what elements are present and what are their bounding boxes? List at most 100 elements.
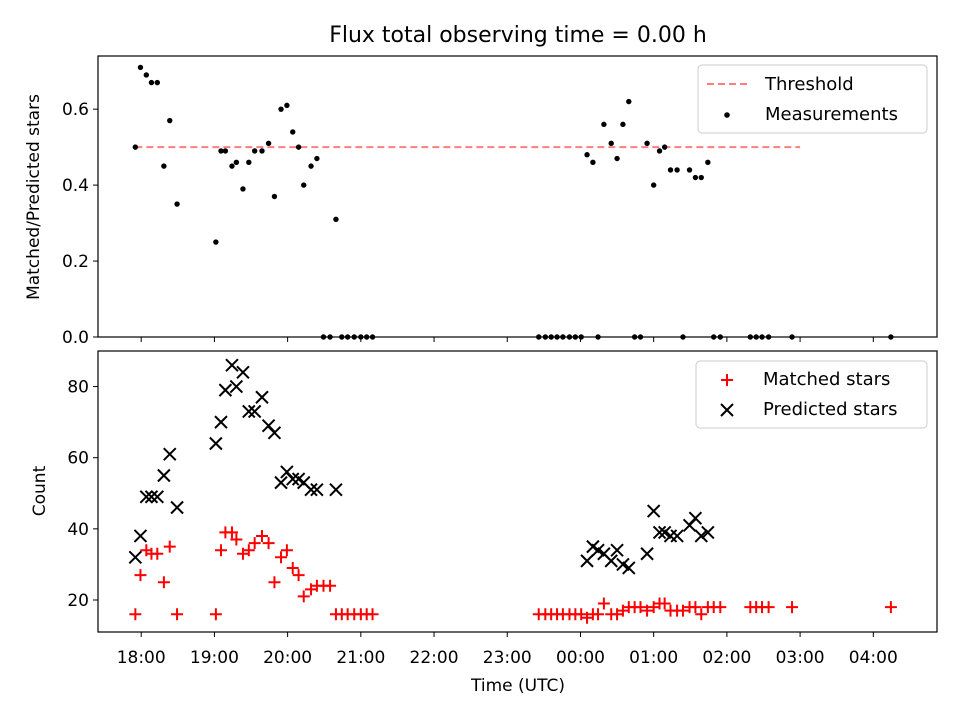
matched-stars-point xyxy=(366,608,379,621)
matched-stars-point xyxy=(597,597,610,610)
measurement-point xyxy=(174,201,180,207)
matched-stars-point xyxy=(324,579,337,592)
matched-stars-point xyxy=(786,601,799,614)
x-tick-label: 18:00 xyxy=(117,648,166,668)
measurement-point xyxy=(566,334,573,340)
measurement-point xyxy=(320,334,327,340)
measurement-point xyxy=(213,239,219,245)
predicted-stars-point xyxy=(663,529,678,543)
predicted-stars-point xyxy=(150,490,165,504)
predicted-stars-point xyxy=(139,490,154,504)
predicted-stars-point xyxy=(133,529,148,543)
count-y-tick-label: 60 xyxy=(67,449,89,469)
ratio-y-tick-label: 0.4 xyxy=(62,176,89,196)
predicted-stars-point xyxy=(128,550,143,565)
measurement-point xyxy=(572,334,579,340)
predicted-stars-point xyxy=(688,511,703,525)
count-y-tick-label: 80 xyxy=(67,378,89,398)
ratio-legend-box xyxy=(697,64,928,134)
matched-stars-point xyxy=(242,544,255,557)
measurement-point xyxy=(137,64,144,71)
measurement-point xyxy=(656,148,663,154)
predicted-stars-point xyxy=(209,436,223,451)
predicted-stars-point xyxy=(304,483,318,497)
matched-stars-point xyxy=(714,601,727,614)
matched-stars-point xyxy=(592,608,605,621)
matched-stars-point xyxy=(225,526,238,539)
measurement-point xyxy=(560,334,566,340)
measurement-point xyxy=(246,159,252,166)
measurement-point xyxy=(143,72,150,78)
measurement-point xyxy=(661,144,668,150)
predicted-stars-point xyxy=(646,504,661,518)
predicted-stars-point xyxy=(610,543,624,557)
measurement-point xyxy=(363,334,370,340)
matched-stars-point xyxy=(171,608,184,621)
predicted-stars-point xyxy=(701,525,715,540)
predicted-stars-point xyxy=(694,529,708,543)
predicted-stars-point xyxy=(274,475,288,490)
measurement-point xyxy=(765,334,772,340)
measurement-point xyxy=(595,334,601,340)
measurement-point xyxy=(888,334,894,340)
measurement-point xyxy=(680,334,686,340)
measurement-point xyxy=(698,174,704,181)
measurement-point xyxy=(631,334,638,340)
measurement-point xyxy=(578,334,584,340)
measurement-point xyxy=(542,334,549,340)
measurement-point xyxy=(536,334,542,340)
ratio-y-axis-label: Matched/Predicted stars xyxy=(24,94,44,300)
measurement-point xyxy=(327,334,333,340)
count-plot-marks xyxy=(128,358,897,624)
measurement-point xyxy=(265,140,272,147)
count-panel: 20 40 60 80 18:00 19:00 20:00 21:00 22:00 23:00 0… xyxy=(30,350,938,668)
measurement-point xyxy=(608,140,614,147)
count-y-tick-label: 40 xyxy=(67,520,89,540)
measurement-point xyxy=(717,334,723,340)
predicted-stars-point xyxy=(170,500,184,515)
x-tick-label: 20:00 xyxy=(263,648,312,668)
x-tick-label: 19:00 xyxy=(190,648,239,668)
matched-stars-point xyxy=(676,604,689,617)
measurement-point xyxy=(154,79,161,86)
predicted-stars-point xyxy=(218,383,233,397)
predicted-stars-point xyxy=(580,554,594,568)
measurement-point xyxy=(161,163,167,169)
measurement-point xyxy=(278,106,284,112)
matched-stars-point xyxy=(297,590,310,603)
measurement-point xyxy=(747,334,754,340)
measurement-point xyxy=(251,148,258,154)
measurement-point xyxy=(233,159,240,166)
matched-stars-point xyxy=(255,529,268,542)
predicted-stars-point xyxy=(652,525,667,540)
legend-matched-label: Matched stars xyxy=(763,369,890,390)
matched-legend-swatch xyxy=(721,374,733,386)
matched-stars-point xyxy=(262,537,275,550)
ratio-panel: 0.0 0.2 0.4 0.6 Matched/Predicted stars Thr… xyxy=(24,55,938,348)
matched-stars-point xyxy=(268,576,281,589)
measurement-point xyxy=(692,174,699,181)
matched-stars-point xyxy=(151,547,164,560)
predicted-stars-point xyxy=(329,483,343,497)
matched-stars-point xyxy=(695,608,708,621)
x-tick-label: 00:00 xyxy=(556,648,605,668)
measurement-point xyxy=(548,334,554,340)
measurement-point xyxy=(259,148,265,154)
matched-stars-point xyxy=(157,576,170,589)
count-y-tick-label: 20 xyxy=(67,591,89,611)
measurement-point xyxy=(295,144,302,150)
matched-stars-point xyxy=(214,544,227,557)
measurement-point xyxy=(753,334,759,340)
matched-stars-point xyxy=(762,601,775,614)
ratio-y-tick-label: 0.2 xyxy=(62,252,89,272)
count-legend-box xyxy=(695,360,928,429)
predicted-stars-point xyxy=(286,472,300,486)
predicted-stars-point xyxy=(640,547,654,561)
measurement-point xyxy=(167,117,173,124)
measurement-point xyxy=(271,193,278,200)
ratio-plot-marks xyxy=(132,64,894,340)
measurement-point xyxy=(637,334,644,340)
measurement-point xyxy=(667,167,674,173)
measurement-point xyxy=(705,159,711,166)
